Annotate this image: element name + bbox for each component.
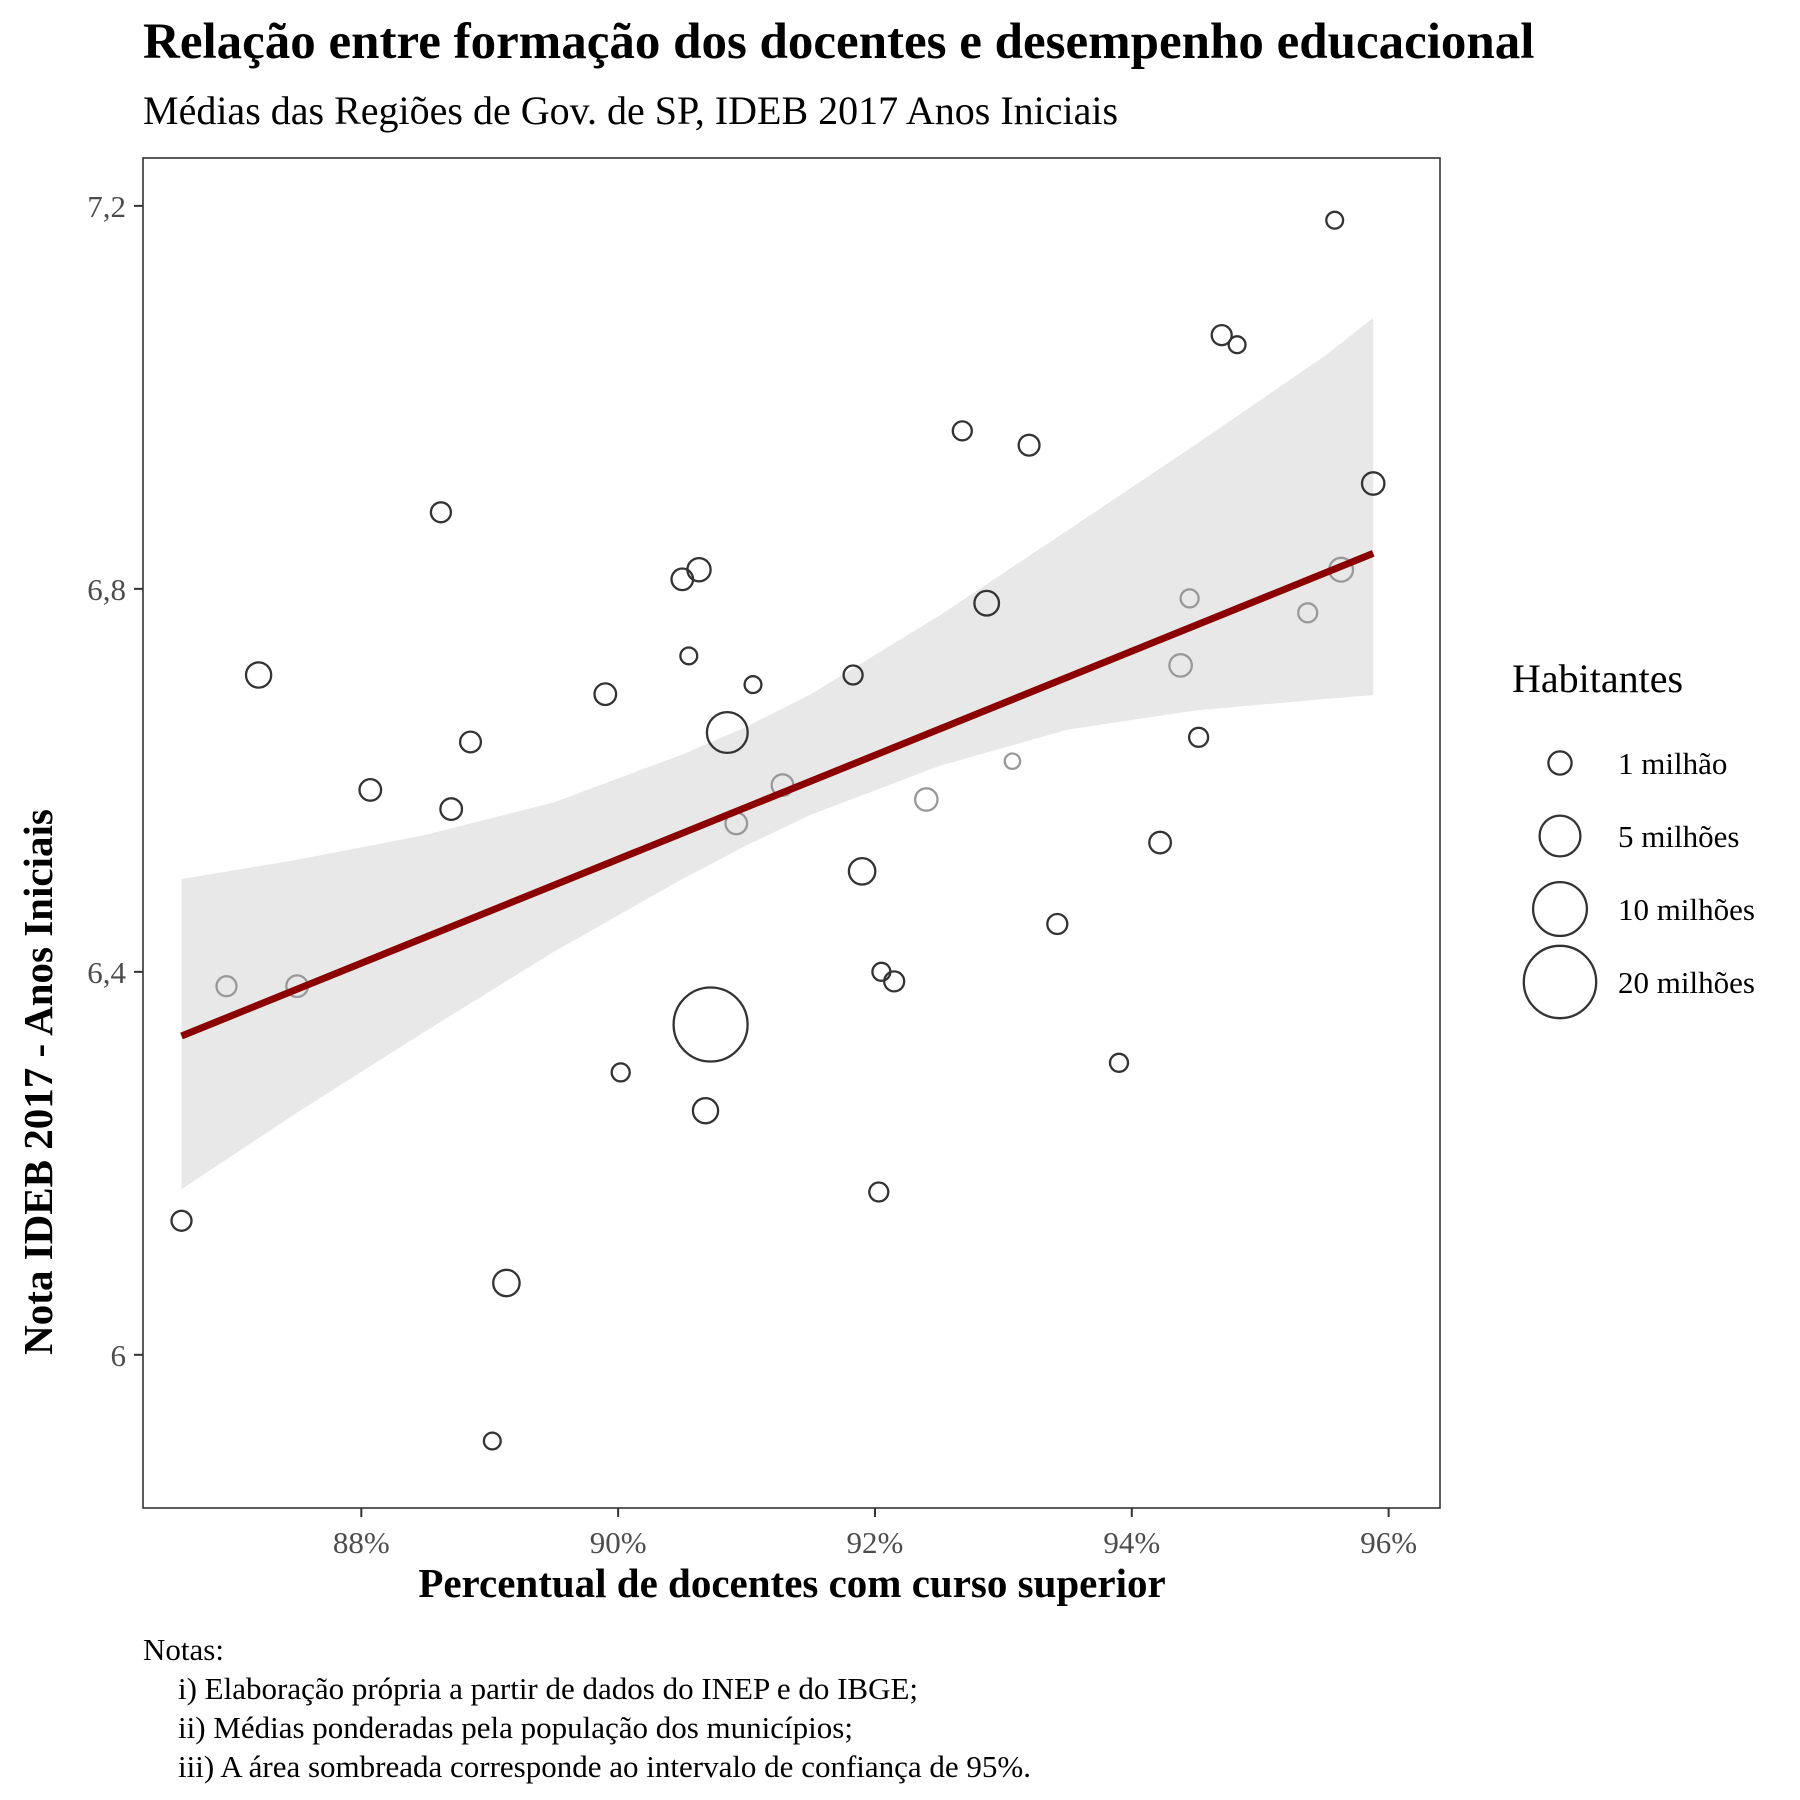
confidence-band (181, 317, 1374, 1190)
scatter-point-38 (1210, 323, 1233, 347)
scatter-point-13 (670, 567, 695, 592)
scatter-point-10 (492, 1268, 521, 1298)
x-tick-label-4: 94% (1103, 1525, 1160, 1560)
y-axis: 6 6,4 6,8 7,2 (87, 189, 143, 1373)
scatter-point-6 (429, 501, 453, 524)
note-line-2: ii) Médias ponderadas pela população dos… (178, 1710, 853, 1745)
legend-key-3 (1531, 880, 1589, 938)
scatter-point-40 (1297, 602, 1319, 624)
scatter-point-39 (1227, 335, 1247, 355)
scatter-point-12 (610, 1062, 631, 1083)
scatter-point-35 (1168, 653, 1193, 678)
x-tick-label-3: 92% (847, 1525, 904, 1560)
legend-label-3: 10 milhões (1618, 892, 1755, 927)
scatter-point-22 (842, 664, 864, 686)
scatter-point-31 (1017, 433, 1041, 457)
legend-label-2: 5 milhões (1618, 819, 1739, 854)
legend-title: Habitantes (1512, 656, 1683, 701)
scatter-point-41 (1325, 210, 1345, 230)
trend-line (180, 550, 1375, 1040)
y-tick-label-1: 6 (111, 1338, 127, 1373)
scatter-point-1 (170, 1209, 193, 1232)
chart-subtitle: Médias das Regiões de Gov. de SP, IDEB 2… (143, 88, 1118, 133)
note-line-3: iii) A área sombreada corresponde ao int… (178, 1749, 1031, 1784)
scatter-point-18 (705, 710, 749, 755)
note-line-1: i) Elaboração própria a partir de dados … (178, 1671, 918, 1706)
scatter-point-30 (1003, 752, 1022, 771)
x-tick-label-1: 88% (333, 1525, 390, 1560)
legend-key-1 (1547, 750, 1573, 776)
scatter-point-8 (458, 730, 483, 754)
scatter-point-2 (215, 975, 238, 998)
scatter-point-29 (973, 589, 1001, 617)
y-tick-label-2: 6,4 (87, 955, 126, 990)
plot-area (142, 157, 1441, 1509)
x-axis-title: Percentual de docentes com curso superio… (418, 1560, 1165, 1606)
scatter-point-9 (482, 1431, 502, 1451)
scatter-point-23 (847, 856, 877, 886)
legend-key-2 (1538, 814, 1582, 858)
scatter-point-3 (244, 661, 273, 689)
chart-title: Relação entre formação dos docentes e de… (143, 14, 1534, 70)
scatter-point-37 (1187, 726, 1210, 748)
scatter-point-14 (679, 646, 699, 666)
scatter-point-36 (1179, 588, 1200, 609)
scatter-point-34 (1148, 830, 1173, 855)
scatter-points (170, 210, 1386, 1451)
scatter-point-15 (686, 556, 712, 583)
scatter-point-16 (672, 986, 749, 1063)
y-tick-label-3: 6,8 (87, 572, 126, 607)
scatter-point-17 (691, 1096, 720, 1125)
legend: Habitantes 1 milhão 5 milhões 10 milhões 20… (1512, 656, 1755, 1020)
y-tick-label-4: 7,2 (87, 189, 126, 224)
x-axis: 88% 90% 92% 94% 96% (333, 1508, 1417, 1560)
legend-label-1: 1 milhão (1618, 746, 1727, 781)
scatter-point-20 (743, 675, 763, 695)
notes-header: Notas: (143, 1632, 224, 1667)
x-tick-label-2: 90% (590, 1525, 647, 1560)
scatter-point-43 (1360, 471, 1386, 496)
scatter-point-5 (358, 777, 383, 802)
scatter-point-32 (1046, 912, 1069, 936)
y-axis-title: Nota IDEB 2017 - Anos Iniciais (15, 809, 61, 1355)
scatter-point-24 (868, 1181, 890, 1203)
scatter-point-11 (593, 682, 618, 707)
notes: Notas: i) Elaboração própria a partir de… (143, 1632, 1031, 1784)
scatter-point-33 (1108, 1052, 1130, 1073)
scatter-point-28 (951, 420, 973, 442)
legend-label-4: 20 milhões (1618, 965, 1755, 1000)
legend-key-4 (1522, 944, 1598, 1020)
panel-border (142, 157, 1441, 1509)
scatter-point-27 (913, 787, 939, 812)
scatter-point-26 (883, 970, 906, 993)
scatter-point-7 (439, 797, 464, 822)
scatter-point-25 (871, 961, 892, 982)
x-tick-label-5: 96% (1360, 1525, 1417, 1560)
